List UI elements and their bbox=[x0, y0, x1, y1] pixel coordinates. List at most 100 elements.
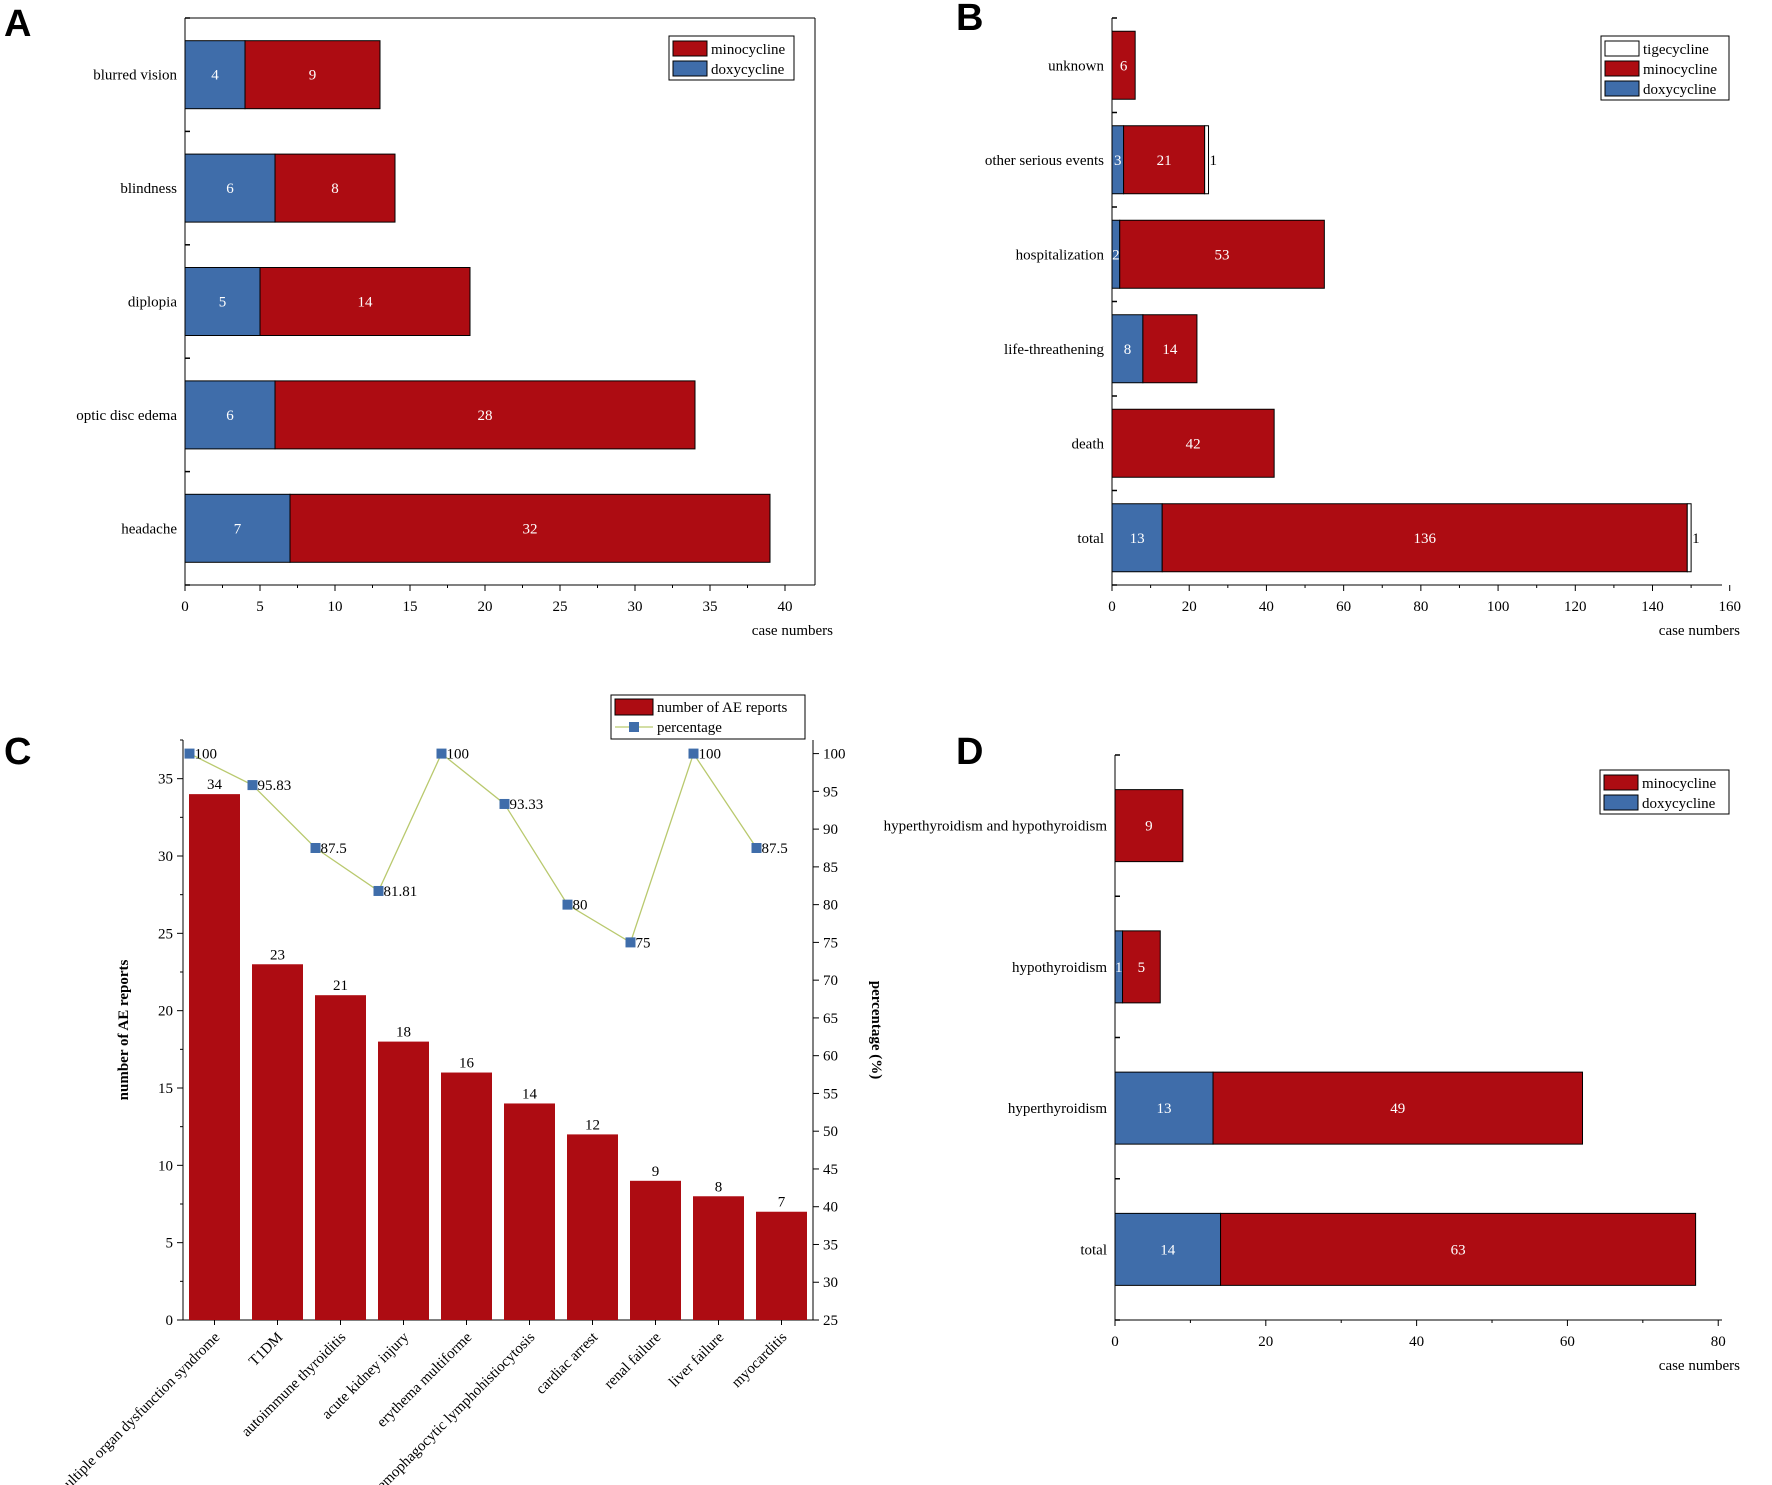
percentage-line bbox=[189, 752, 758, 944]
bar-minocycline-blindness bbox=[274, 153, 396, 223]
x-tick-label-a: 30 bbox=[628, 599, 643, 615]
y2-tick-label-c: 100 bbox=[823, 747, 846, 763]
bar-label-doxycycline-hypothyroidism: 1 bbox=[1115, 960, 1123, 976]
legend-label-minocycline: minocycline bbox=[711, 42, 785, 58]
x-tick-label-b: 120 bbox=[1564, 599, 1587, 615]
x-tick-label-d: 20 bbox=[1258, 1334, 1273, 1350]
x-tick-label-b: 0 bbox=[1108, 599, 1116, 615]
x-tick-label-d: 80 bbox=[1711, 1334, 1726, 1350]
bar-label-minocycline-hyperthyroidism-and-hypothyroidism: 9 bbox=[1145, 819, 1153, 835]
category-label-t1dm: T1DM bbox=[246, 1330, 286, 1370]
y2-tick-label-c: 40 bbox=[823, 1200, 838, 1216]
y-tick-label-c: 25 bbox=[158, 926, 173, 942]
bar-minocycline-diplopia bbox=[259, 267, 471, 336]
category-label-diplopia: diplopia bbox=[128, 295, 178, 311]
bar-minocycline-hospitalization bbox=[1119, 219, 1325, 289]
bar-label-minocycline-unknown: 6 bbox=[1120, 58, 1128, 74]
panel-letter-b: B bbox=[956, 0, 983, 39]
category-label-optic-disc-edema: optic disc edema bbox=[76, 408, 177, 424]
bar-label-minocycline-hyperthyroidism: 49 bbox=[1390, 1101, 1405, 1117]
x-axis-title-a: case numbers bbox=[752, 623, 833, 639]
bar-minocycline-total bbox=[1220, 1212, 1697, 1286]
x-tick-label-a: 15 bbox=[403, 599, 418, 615]
chart-d: 0 20 40 60 80 case numbers total 14 63 hyperthyro… bbox=[884, 754, 1740, 1374]
category-label-liver-failure: liver failure bbox=[666, 1329, 727, 1390]
bar-label-minocycline-diplopia: 14 bbox=[358, 295, 374, 311]
bar-doxycycline-blindness bbox=[184, 153, 276, 223]
x-tick-label-b: 60 bbox=[1336, 599, 1351, 615]
bar-label-minocycline-optic-disc-edema: 28 bbox=[478, 408, 493, 424]
bar-ae-autoimmune-thyroiditis bbox=[315, 995, 366, 1320]
category-label-total: total bbox=[1080, 1242, 1107, 1258]
legend-marker-percentage bbox=[629, 722, 639, 732]
y2-tick-label-c: 25 bbox=[823, 1313, 838, 1329]
bar-minocycline-hyperthyroidism-and-hypothyroidism bbox=[1114, 789, 1184, 863]
bar-doxycycline-life-threathening bbox=[1111, 314, 1144, 384]
bar-doxycycline-optic-disc-edema bbox=[184, 380, 276, 450]
bar-minocycline-headache bbox=[289, 493, 771, 563]
bar-label-minocycline-total: 63 bbox=[1451, 1242, 1466, 1258]
bar-doxycycline-total bbox=[1114, 1212, 1222, 1286]
category-label-unknown: unknown bbox=[1048, 58, 1104, 74]
bar-minocycline-optic-disc-edema bbox=[274, 380, 696, 450]
legend-swatch-minocycline bbox=[672, 40, 708, 57]
bar-label-minocycline-hospitalization: 53 bbox=[1215, 247, 1230, 263]
y-tick-label-c: 15 bbox=[158, 1081, 173, 1097]
y2-tick-label-c: 65 bbox=[823, 1011, 838, 1027]
x-tick-label-a: 0 bbox=[181, 599, 189, 615]
y2-tick-label-c: 70 bbox=[823, 973, 838, 989]
bar-ae-cardiac-arrest bbox=[567, 1134, 618, 1320]
bar-label-minocycline-life-threathening: 14 bbox=[1162, 342, 1178, 358]
legend-label-ae-reports: number of AE reports bbox=[657, 700, 788, 716]
chart-a: 0 5 10 15 20 25 30 35 40 case numbers headache 7 32 o… bbox=[76, 17, 833, 639]
y-axis-title-c: number of AE reports bbox=[116, 959, 132, 1100]
category-label-other-serious-events: other serious events bbox=[985, 153, 1104, 169]
bar-label-ae-cardiac-arrest: 12 bbox=[585, 1117, 600, 1133]
x-tick-label-d: 60 bbox=[1560, 1334, 1575, 1350]
y-tick-label-c: 20 bbox=[158, 1004, 173, 1020]
y2-tick-label-c: 60 bbox=[823, 1049, 838, 1065]
y2-tick-label-c: 35 bbox=[823, 1237, 838, 1253]
legend-swatch-doxycycline bbox=[672, 60, 708, 77]
bar-minocycline-death bbox=[1111, 408, 1275, 478]
bar-tigecycline-other-serious-events bbox=[1204, 125, 1210, 195]
category-label-myocarditis: myocarditis bbox=[729, 1329, 791, 1391]
bar-doxycycline-total bbox=[1111, 503, 1163, 573]
percentage-label-multiple-organ-dysfunction-syndrome: 100 bbox=[195, 747, 218, 763]
percentage-marker-liver-failure bbox=[688, 748, 699, 759]
bar-label-minocycline-headache: 32 bbox=[523, 521, 538, 537]
y-tick-label-c: 5 bbox=[166, 1236, 174, 1252]
bar-label-doxycycline-total: 14 bbox=[1160, 1242, 1176, 1258]
bar-label-doxycycline-diplopia: 5 bbox=[219, 295, 227, 311]
legend-label-doxycycline: doxycycline bbox=[1643, 82, 1717, 98]
x-tick-label-a: 20 bbox=[478, 599, 493, 615]
bar-label-ae-renal-failure: 9 bbox=[652, 1164, 660, 1180]
bar-ae-multiple-organ-dysfunction-syndrome bbox=[189, 794, 240, 1320]
y2-tick-label-c: 95 bbox=[823, 784, 838, 800]
percentage-marker-acute-kidney-injury bbox=[373, 885, 384, 896]
bar-label-ae-acute-kidney-injury: 18 bbox=[396, 1025, 411, 1041]
percentage-marker-autoimmune-thyroiditis bbox=[310, 842, 321, 853]
x-tick-label-b: 20 bbox=[1182, 599, 1197, 615]
y2-axis-title-c: percentage (%) bbox=[868, 981, 884, 1079]
bar-minocycline-hypothyroidism bbox=[1122, 930, 1161, 1004]
y2-tick-label-c: 50 bbox=[823, 1124, 838, 1140]
bar-label-ae-multiple-organ-dysfunction-syndrome: 34 bbox=[207, 777, 223, 793]
percentage-marker-hemophagocytic-lymphohistiocytosis bbox=[499, 798, 510, 809]
percentage-marker-renal-failure bbox=[625, 937, 636, 948]
panel-letter-c: C bbox=[4, 731, 31, 773]
legend-swatch-tigecycline bbox=[1604, 40, 1640, 57]
bar-label-tigecycline-total: 1 bbox=[1692, 531, 1700, 547]
percentage-label-renal-failure: 75 bbox=[636, 935, 651, 951]
y-tick-label-c: 35 bbox=[158, 772, 173, 788]
bar-doxycycline-blurred-vision bbox=[184, 40, 246, 110]
bar-tigecycline-total bbox=[1686, 503, 1692, 573]
legend-label-doxycycline: doxycycline bbox=[711, 62, 785, 78]
category-label-hypothyroidism: hypothyroidism bbox=[1012, 960, 1107, 976]
bar-minocycline-total bbox=[1161, 503, 1688, 573]
x-tick-label-b: 140 bbox=[1641, 599, 1664, 615]
legend-label-tigecycline: tigecycline bbox=[1643, 42, 1709, 58]
bar-minocycline-unknown bbox=[1111, 30, 1136, 100]
legend-swatch-minocycline bbox=[1604, 60, 1640, 77]
x-tick-label-a: 5 bbox=[256, 599, 264, 615]
